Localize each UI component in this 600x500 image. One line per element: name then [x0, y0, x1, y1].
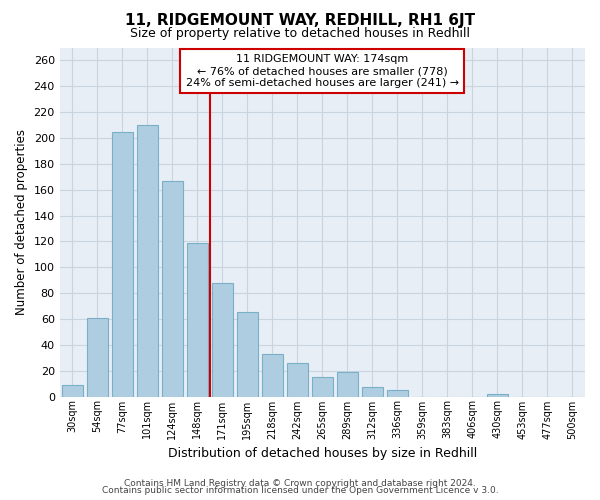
Bar [236, 312, 258, 396]
Bar [187, 242, 208, 396]
Bar [161, 180, 183, 396]
Bar [312, 377, 333, 396]
Text: Contains HM Land Registry data © Crown copyright and database right 2024.: Contains HM Land Registry data © Crown c… [124, 478, 476, 488]
Bar [487, 394, 508, 396]
Bar [212, 283, 233, 397]
Bar [262, 354, 283, 397]
Bar [287, 363, 308, 396]
Y-axis label: Number of detached properties: Number of detached properties [15, 129, 28, 315]
Bar [62, 385, 83, 396]
Text: 11 RIDGEMOUNT WAY: 174sqm
← 76% of detached houses are smaller (778)
24% of semi: 11 RIDGEMOUNT WAY: 174sqm ← 76% of detac… [186, 54, 459, 88]
Bar [112, 132, 133, 396]
Text: Size of property relative to detached houses in Redhill: Size of property relative to detached ho… [130, 28, 470, 40]
Bar [337, 372, 358, 396]
Bar [86, 318, 108, 396]
Bar [362, 388, 383, 396]
Bar [387, 390, 408, 396]
Bar [137, 125, 158, 396]
Text: 11, RIDGEMOUNT WAY, REDHILL, RH1 6JT: 11, RIDGEMOUNT WAY, REDHILL, RH1 6JT [125, 12, 475, 28]
Text: Contains public sector information licensed under the Open Government Licence v : Contains public sector information licen… [101, 486, 499, 495]
X-axis label: Distribution of detached houses by size in Redhill: Distribution of detached houses by size … [168, 447, 477, 460]
